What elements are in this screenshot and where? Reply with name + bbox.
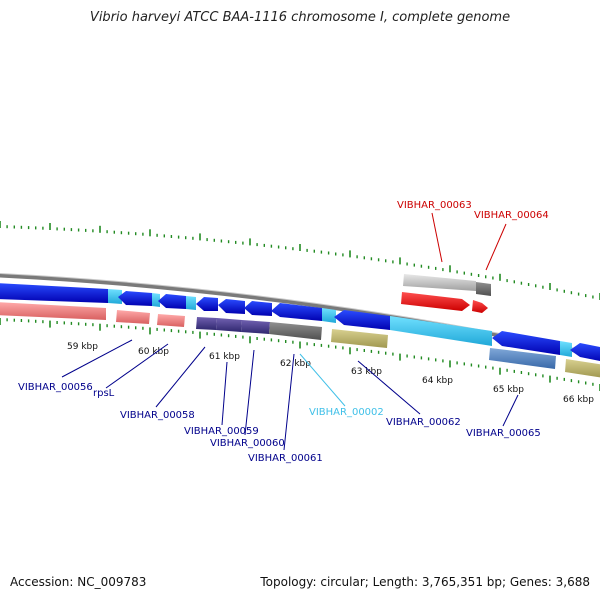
tick-label-64kbp: 64 kbp <box>422 376 453 386</box>
tick-label-65kbp: 65 kbp <box>493 385 524 395</box>
lower-feature-row <box>0 302 600 378</box>
leader-vibhar-00056 <box>61 339 133 378</box>
gene-vibhar-00060b-box[interactable] <box>241 320 270 334</box>
label-vibhar-00059[interactable]: VIBHAR_00059 <box>184 426 259 437</box>
genome-summary: Topology: circular; Length: 3,765,351 bp… <box>260 575 590 589</box>
leader-vibhar-00062 <box>357 360 421 415</box>
gene-rna-1[interactable] <box>108 289 122 304</box>
gene-rna-4[interactable] <box>322 308 336 323</box>
gene-vibhar-00061-box[interactable] <box>269 322 322 340</box>
leader-vibhar-00059 <box>221 361 228 426</box>
label-vibhar-00056[interactable]: VIBHAR_00056 <box>18 382 93 393</box>
label-leaders <box>61 212 519 451</box>
leader-vibhar-00065 <box>502 394 519 427</box>
pseudo-feature-1[interactable] <box>331 329 388 348</box>
gene-rev-4[interactable] <box>218 299 245 314</box>
leader-vibhar-00058 <box>155 346 206 408</box>
gene-rev-6[interactable] <box>271 303 322 321</box>
tick-label-59kbp: 59 kbp <box>67 342 98 352</box>
rrna-feature-3[interactable] <box>157 314 185 327</box>
accession-label: Accession: NC_009783 <box>10 575 147 589</box>
label-rpsl[interactable]: rpsL <box>93 388 115 399</box>
gene-vibhar-00063-end[interactable] <box>476 282 491 296</box>
leader-vibhar-00002 <box>299 353 346 407</box>
tick-label-62kbp: 62 kbp <box>280 359 311 369</box>
page-title: Vibrio harveyi ATCC BAA-1116 chromosome … <box>89 10 511 25</box>
gene-vibhar-00064-fwd[interactable] <box>401 292 470 311</box>
gene-vibhar-00065-box[interactable] <box>489 348 556 369</box>
label-vibhar-00065[interactable]: VIBHAR_00065 <box>466 428 541 439</box>
gene-rev-1[interactable] <box>118 291 152 306</box>
tick-label-61kbp: 61 kbp <box>209 352 240 362</box>
rrna-feature-2[interactable] <box>116 310 150 324</box>
gene-rev-9[interactable] <box>570 343 600 362</box>
tick-label-66kbp: 66 kbp <box>563 395 594 405</box>
leader-vibhar-00063 <box>431 212 443 263</box>
tick-label-63kbp: 63 kbp <box>351 367 382 377</box>
gc-skew-track-outer <box>0 221 600 300</box>
gene-labels: VIBHAR_00063 VIBHAR_00064 VIBHAR_00056 r… <box>18 200 549 464</box>
rrna-feature-1[interactable] <box>0 302 106 320</box>
leader-rpsl <box>105 343 169 389</box>
pseudo-feature-2[interactable] <box>565 359 600 378</box>
kbp-axis: 59 kbp 60 kbp 61 kbp 62 kbp 63 kbp 64 kb… <box>67 342 594 405</box>
gene-rna-3[interactable] <box>186 296 196 310</box>
label-vibhar-00063[interactable]: VIBHAR_00063 <box>397 200 472 211</box>
label-vibhar-00060[interactable]: VIBHAR_00060 <box>210 438 285 449</box>
label-vibhar-00062[interactable]: VIBHAR_00062 <box>386 417 461 428</box>
reverse-gene-band <box>0 283 600 362</box>
gc-skew-track-inner <box>0 318 600 391</box>
gene-rna-5[interactable] <box>560 341 572 357</box>
gene-vibhar-00059-box[interactable] <box>196 317 217 330</box>
label-vibhar-00061[interactable]: VIBHAR_00061 <box>248 453 323 464</box>
leader-vibhar-00064 <box>485 223 507 271</box>
leader-vibhar-00061 <box>283 353 295 451</box>
gene-rna-long[interactable] <box>390 316 492 346</box>
gene-rev-3[interactable] <box>196 297 218 311</box>
gene-vibhar-00060-box[interactable] <box>216 318 242 332</box>
label-vibhar-00064[interactable]: VIBHAR_00064 <box>474 210 549 221</box>
gene-rna-2[interactable] <box>152 293 160 307</box>
gene-band-left[interactable] <box>0 283 108 303</box>
tick-label-60kbp: 60 kbp <box>138 347 169 357</box>
gene-rev-5[interactable] <box>244 301 272 316</box>
gene-rev-2[interactable] <box>158 294 186 309</box>
gene-vibhar-00064b[interactable] <box>472 300 488 313</box>
gene-vibhar-00063[interactable] <box>403 274 476 291</box>
gene-rev-8[interactable] <box>492 331 560 355</box>
gene-rev-7[interactable] <box>334 310 390 330</box>
label-vibhar-00002[interactable]: VIBHAR_00002 <box>309 407 384 418</box>
leader-vibhar-00060 <box>244 349 255 436</box>
label-vibhar-00058[interactable]: VIBHAR_00058 <box>120 410 195 421</box>
